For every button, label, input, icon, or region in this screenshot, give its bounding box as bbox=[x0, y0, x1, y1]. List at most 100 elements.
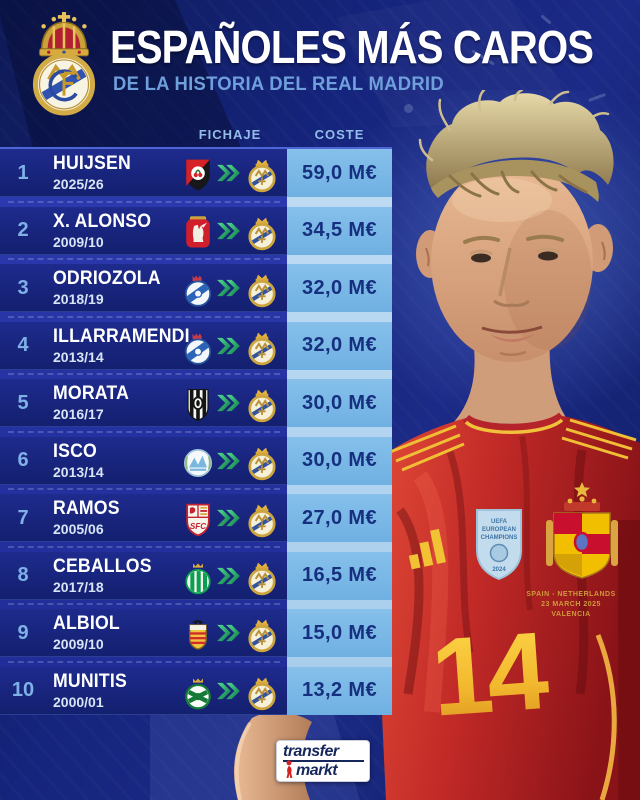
page-subtitle: DE LA HISTORIA DEL REAL MADRID bbox=[113, 74, 444, 95]
from-club-badge-icon bbox=[181, 616, 215, 654]
season: 2005/06 bbox=[53, 521, 104, 537]
player-name: MORATA bbox=[53, 383, 130, 404]
row-separator bbox=[8, 200, 280, 203]
player-name: ISCO bbox=[53, 440, 97, 462]
rank: 5 bbox=[17, 391, 29, 414]
mouth bbox=[481, 325, 543, 334]
real-madrid-badge-icon bbox=[245, 616, 279, 654]
transfer-arrows-icon bbox=[215, 336, 242, 356]
player-name: X. ALONSO bbox=[53, 210, 152, 232]
transfer-fee: 27,0 M€ bbox=[287, 494, 392, 542]
transfer-arrows-icon bbox=[215, 163, 242, 183]
table-row: 6 ISCO 2013/14 30,0 M€ bbox=[0, 436, 392, 485]
real-madrid-crest bbox=[32, 12, 96, 116]
from-club-badge-icon bbox=[181, 271, 215, 309]
transfer-fee: 32,0 M€ bbox=[287, 321, 392, 370]
season: 2000/01 bbox=[53, 693, 104, 710]
champion-star-icon bbox=[574, 482, 590, 497]
season: 2013/14 bbox=[53, 348, 104, 365]
real-madrid-badge-icon bbox=[245, 156, 279, 194]
transfer-arrows-icon bbox=[215, 393, 242, 413]
transfer-fee: 13,2 M€ bbox=[287, 666, 392, 715]
transfermarkt-logo-line2-text: markt bbox=[296, 762, 338, 779]
spain-jersey: UEFA EUROPEAN CHAMPIONS 2024 bbox=[377, 412, 640, 800]
jersey-collar bbox=[462, 412, 565, 433]
from-club-badge-icon bbox=[181, 559, 215, 597]
from-club-badge-icon bbox=[181, 329, 215, 367]
transfer-fee: 16,5 M€ bbox=[287, 551, 392, 600]
season: 2017/18 bbox=[53, 578, 104, 595]
player-name: RAMOS bbox=[53, 498, 120, 519]
table-row: 9 ALBIOL 2009/10 15,0 M€ bbox=[0, 609, 392, 657]
table-row: 4 ILLARRAMENDI 2013/14 32,0 M€ bbox=[0, 321, 392, 370]
transfer-fee: 30,0 M€ bbox=[287, 379, 392, 427]
rank: 9 bbox=[17, 621, 29, 644]
transfer-arrows-icon bbox=[215, 681, 242, 701]
svg-text:SFC: SFC bbox=[190, 522, 206, 531]
season: 2009/10 bbox=[53, 233, 104, 250]
transfer-fee: 32,0 M€ bbox=[287, 264, 392, 312]
nose bbox=[498, 247, 512, 297]
real-madrid-badge-icon bbox=[245, 386, 279, 424]
match-detail-text: SPAIN - NETHERLANDS 23 MARCH 2025 VALENC… bbox=[526, 591, 615, 618]
season: 2016/17 bbox=[53, 406, 104, 422]
rank: 4 bbox=[17, 334, 29, 356]
adidas-shoulder-stripes bbox=[389, 418, 637, 472]
transfer-arrows-icon bbox=[215, 221, 242, 241]
row-separator bbox=[8, 258, 280, 260]
player-name: MUNITIS bbox=[53, 670, 127, 692]
column-header-fichaje: FICHAJE bbox=[198, 127, 262, 142]
svg-text:UEFA: UEFA bbox=[491, 519, 508, 525]
transfermarkt-logo: transfer markt bbox=[276, 740, 370, 782]
player-name: CEBALLOS bbox=[53, 555, 152, 577]
table-row: 7 RAMOS 2005/06 SFC 27,0 M€ bbox=[0, 494, 392, 542]
table-row: 3 ODRIOZOLA 2018/19 32,0 M€ bbox=[0, 264, 392, 312]
transfer-arrows-icon bbox=[215, 451, 242, 471]
player-name: ALBIOL bbox=[53, 613, 120, 634]
transfermarkt-logo-line1: transfer bbox=[283, 743, 364, 762]
transfer-arrows-icon bbox=[215, 566, 242, 586]
row-separator bbox=[8, 315, 280, 318]
table-row: 10 MUNITIS 2000/01 13,2 M€ bbox=[0, 666, 392, 715]
row-separator bbox=[8, 660, 280, 663]
svg-text:SPAIN - NETHERLANDS: SPAIN - NETHERLANDS bbox=[526, 591, 615, 598]
transfer-fee: 15,0 M€ bbox=[287, 609, 392, 657]
svg-text:CHAMPIONS: CHAMPIONS bbox=[481, 535, 518, 541]
table-row: 1 HUIJSEN 2025/26 59,0 M€ bbox=[0, 149, 392, 197]
rank: 10 bbox=[11, 679, 35, 701]
real-madrid-badge-icon bbox=[245, 444, 279, 482]
transfer-arrows-icon bbox=[215, 278, 242, 298]
table-row: 2 X. ALONSO 2009/10 34,5 M€ bbox=[0, 206, 392, 255]
right-eyebrow bbox=[526, 234, 564, 242]
hair-spikes bbox=[418, 90, 610, 162]
page-title: ESPAÑOLES MÁS CAROS bbox=[110, 21, 594, 73]
real-madrid-badge-icon bbox=[245, 271, 279, 309]
row-separator bbox=[8, 430, 280, 433]
from-club-badge-icon bbox=[181, 214, 215, 252]
face bbox=[431, 162, 593, 362]
row-separator bbox=[8, 603, 280, 605]
table-row: 8 CEBALLOS 2017/18 16,5 M€ bbox=[0, 551, 392, 600]
table-row: 5 MORATA 2016/17 30,0 M€ bbox=[0, 379, 392, 427]
rank: 2 bbox=[17, 219, 29, 241]
left-eyebrow bbox=[463, 235, 500, 244]
from-club-badge-icon bbox=[181, 674, 215, 712]
adidas-logo bbox=[408, 528, 446, 570]
real-madrid-badge-icon bbox=[245, 214, 279, 252]
rank: 1 bbox=[17, 161, 29, 184]
hair bbox=[426, 93, 614, 188]
row-separator bbox=[8, 488, 280, 490]
rank: 8 bbox=[17, 564, 29, 586]
svg-text:EUROPEAN: EUROPEAN bbox=[482, 527, 516, 533]
transfermarkt-runner-icon bbox=[286, 760, 293, 779]
hair-fringe bbox=[448, 170, 588, 198]
season: 2025/26 bbox=[53, 176, 104, 192]
from-club-badge-icon: SFC bbox=[181, 501, 215, 539]
row-separator bbox=[8, 373, 280, 375]
row-separator bbox=[8, 545, 280, 548]
transfer-fee: 34,5 M€ bbox=[287, 206, 392, 255]
transfer-arrows-icon bbox=[215, 508, 242, 528]
from-club-badge-icon bbox=[181, 156, 215, 194]
transfermarkt-logo-line2: markt bbox=[283, 760, 364, 779]
